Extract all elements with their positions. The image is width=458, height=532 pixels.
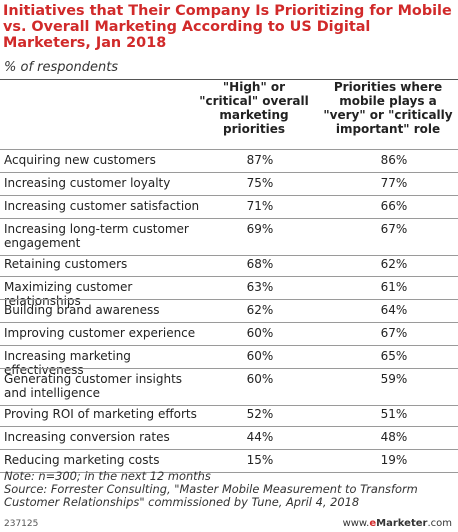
note-text: Note: n=300; in the next 12 months: [4, 469, 211, 483]
value-overall: 60%: [246, 372, 274, 386]
brand-prefix: www.: [342, 518, 370, 529]
row-label: Increasing conversion rates: [4, 430, 170, 444]
value-mobile: 48%: [380, 430, 408, 444]
brand-suffix: .com: [427, 518, 452, 529]
header-bottom-rule: [0, 149, 458, 150]
table-row: Acquiring new customers 87% 86%: [0, 153, 458, 167]
table-row: Proving ROI of marketing efforts 52% 51%: [0, 407, 458, 421]
row-label: Generating customer insights and intelli…: [4, 372, 183, 400]
value-mobile: 66%: [380, 199, 408, 213]
value-overall: 63%: [246, 280, 274, 294]
row-label: Building brand awareness: [4, 303, 160, 317]
row-divider: [0, 426, 458, 427]
row-divider: [0, 345, 458, 346]
value-overall: 68%: [246, 257, 274, 271]
column-header-mobile: Priorities where mobile plays a "very" o…: [323, 80, 453, 136]
row-label: Increasing long-term customer engagement: [4, 222, 189, 250]
value-overall: 15%: [246, 453, 274, 467]
value-mobile: 51%: [380, 407, 408, 421]
value-mobile: 62%: [380, 257, 408, 271]
row-label: Improving customer experience: [4, 326, 196, 340]
value-overall: 62%: [246, 303, 274, 317]
row-divider: [0, 255, 458, 256]
row-divider: [0, 218, 458, 219]
row-label: Increasing customer satisfaction: [4, 199, 200, 213]
row-label: Retaining customers: [4, 257, 128, 271]
value-overall: 71%: [246, 199, 274, 213]
value-mobile: 59%: [380, 372, 408, 386]
table-row: Increasing long-term customer engagement…: [0, 222, 458, 250]
value-overall: 60%: [246, 326, 274, 340]
value-overall: 75%: [246, 176, 274, 190]
row-divider: [0, 322, 458, 323]
value-mobile: 67%: [380, 222, 408, 236]
chart-id: 237125: [4, 519, 39, 529]
value-overall: 69%: [246, 222, 274, 236]
row-divider: [0, 195, 458, 196]
table-row: Retaining customers 68% 62%: [0, 257, 458, 271]
value-overall: 52%: [246, 407, 274, 421]
value-overall: 60%: [246, 349, 274, 363]
row-label: Increasing marketing effectiveness: [4, 349, 131, 377]
row-divider: [0, 368, 458, 369]
value-mobile: 86%: [380, 153, 408, 167]
value-mobile: 65%: [380, 349, 408, 363]
table-row: Increasing customer satisfaction 71% 66%: [0, 199, 458, 213]
row-divider: [0, 172, 458, 173]
row-divider: [0, 299, 458, 300]
row-label: Maximizing customer relationships: [4, 280, 133, 308]
header-top-rule: [0, 79, 458, 80]
table-row: Increasing marketing effectiveness 60% 65%: [0, 349, 458, 377]
table-row: Improving customer experience 60% 67%: [0, 326, 458, 340]
row-divider: [0, 449, 458, 450]
table-row: Maximizing customer relationships 63% 61%: [0, 280, 458, 308]
value-overall: 44%: [246, 430, 274, 444]
value-mobile: 19%: [380, 453, 408, 467]
value-mobile: 64%: [380, 303, 408, 317]
row-label: Acquiring new customers: [4, 153, 156, 167]
brand-link[interactable]: www.eMarketer.com: [343, 518, 452, 529]
value-overall: 87%: [246, 153, 274, 167]
chart-subtitle: % of respondents: [4, 60, 119, 75]
source-text: Source: Forrester Consulting, "Master Mo…: [4, 482, 418, 509]
value-mobile: 77%: [380, 176, 408, 190]
row-label: Proving ROI of marketing efforts: [4, 407, 197, 421]
row-divider: [0, 276, 458, 277]
chart-title: Initiatives that Their Company Is Priori…: [3, 3, 452, 51]
value-mobile: 67%: [380, 326, 408, 340]
row-divider: [0, 405, 458, 406]
table-row: Increasing customer loyalty 75% 77%: [0, 176, 458, 190]
table-row: Increasing conversion rates 44% 48%: [0, 430, 458, 444]
table-row: Building brand awareness 62% 64%: [0, 303, 458, 317]
table-row: Reducing marketing costs 15% 19%: [0, 453, 458, 467]
row-label: Reducing marketing costs: [4, 453, 160, 467]
brand-e-mark: e: [369, 518, 377, 529]
row-divider: [0, 472, 458, 473]
table-row: Generating customer insights and intelli…: [0, 372, 458, 400]
row-label: Increasing customer loyalty: [4, 176, 171, 190]
value-mobile: 61%: [380, 280, 408, 294]
brand-name: Marketer: [376, 518, 428, 529]
column-header-overall: "High" or "critical" overall marketing p…: [199, 80, 309, 136]
